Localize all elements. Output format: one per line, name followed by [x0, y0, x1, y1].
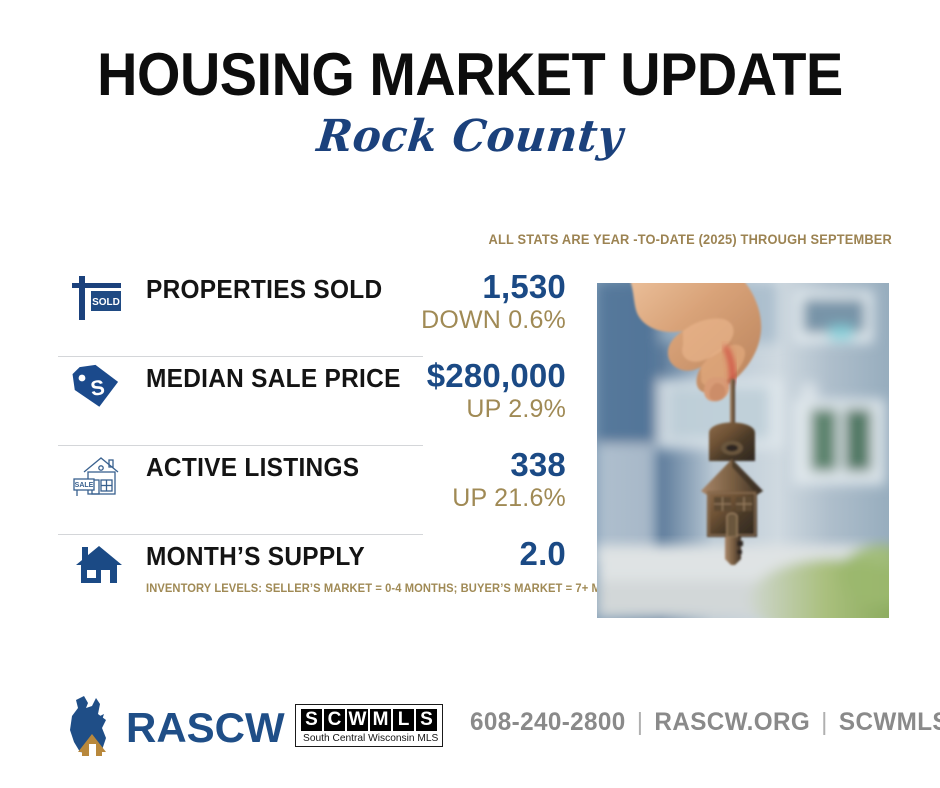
scwmls-letter: L: [393, 709, 414, 731]
separator: |: [636, 708, 644, 736]
page-title: HOUSING MARKET UPDATE: [97, 41, 843, 108]
sold-sign-icon: SOLD: [68, 272, 130, 322]
scwmls-letter: W: [347, 709, 368, 731]
house-key-photo: [597, 283, 889, 618]
stat-label: ACTIVE LISTINGS: [146, 452, 360, 482]
phone-number[interactable]: 608-240-2800: [470, 708, 626, 736]
scwmls-logo[interactable]: S C W M L S South Central Wisconsin MLS: [295, 704, 443, 747]
stat-change: DOWN 0.6%: [421, 306, 566, 334]
header: HOUSING MARKET UPDATE Rock County: [0, 41, 940, 163]
scwmls-letter: C: [324, 709, 345, 731]
stat-row: S MEDIAN SALE PRICE $280,000 UP 2.9%: [58, 357, 566, 446]
separator: |: [821, 708, 828, 736]
website-rascw[interactable]: RASCW.ORG: [654, 708, 811, 736]
stat-change: UP 2.9%: [466, 395, 566, 423]
stat-label: MONTH’S SUPPLY: [146, 541, 365, 571]
scwmls-letter: M: [370, 709, 391, 731]
row-divider: [58, 445, 423, 446]
footer: RASCW S C W M L S South Central Wisconsi…: [0, 690, 940, 770]
stat-row: SOLD PROPERTIES SOLD 1,530 DOWN 0.6%: [58, 268, 566, 357]
scwmls-tagline: South Central Wisconsin MLS: [303, 732, 439, 744]
svg-text:SOLD: SOLD: [92, 297, 120, 308]
price-tag-icon: S: [68, 361, 130, 411]
stat-row: MONTH’S SUPPLY 2.0 INVENTORY LEVELS: SEL…: [58, 535, 640, 619]
wisconsin-state-with-house-icon: [62, 694, 120, 761]
stat-label: MEDIAN SALE PRICE: [146, 363, 401, 393]
stat-label: PROPERTIES SOLD: [146, 274, 383, 304]
stats-list: SOLD PROPERTIES SOLD 1,530 DOWN 0.6% S M…: [58, 268, 640, 619]
house-for-sale-outline-icon: SALE: [68, 450, 130, 500]
year-to-date-note: ALL STATS ARE YEAR -TO-DATE (2025) THROU…: [488, 232, 892, 247]
stat-value: 338: [510, 446, 566, 483]
svg-text:S: S: [89, 376, 106, 401]
stat-value: 2.0: [519, 535, 566, 572]
row-divider: [58, 356, 423, 357]
rascw-wordmark: RASCW: [126, 703, 285, 751]
house-solid-icon: [68, 539, 130, 589]
stat-value: 1,530: [482, 268, 566, 305]
stat-row: SALE ACTIVE LISTINGS 338 UP 21.6%: [58, 446, 566, 535]
row-divider: [58, 534, 423, 535]
scwmls-letter-boxes: S C W M L S: [301, 709, 437, 731]
stat-value: $280,000: [426, 357, 566, 394]
inventory-levels-note: INVENTORY LEVELS: SELLER’S MARKET = 0-4 …: [146, 583, 641, 595]
page-subtitle: Rock County: [314, 111, 626, 162]
rascw-logo[interactable]: RASCW: [62, 694, 285, 761]
stat-change: UP 21.6%: [452, 484, 566, 512]
scwmls-letter: S: [416, 709, 437, 731]
scwmls-letter: S: [301, 709, 322, 731]
svg-text:SALE: SALE: [75, 482, 94, 489]
